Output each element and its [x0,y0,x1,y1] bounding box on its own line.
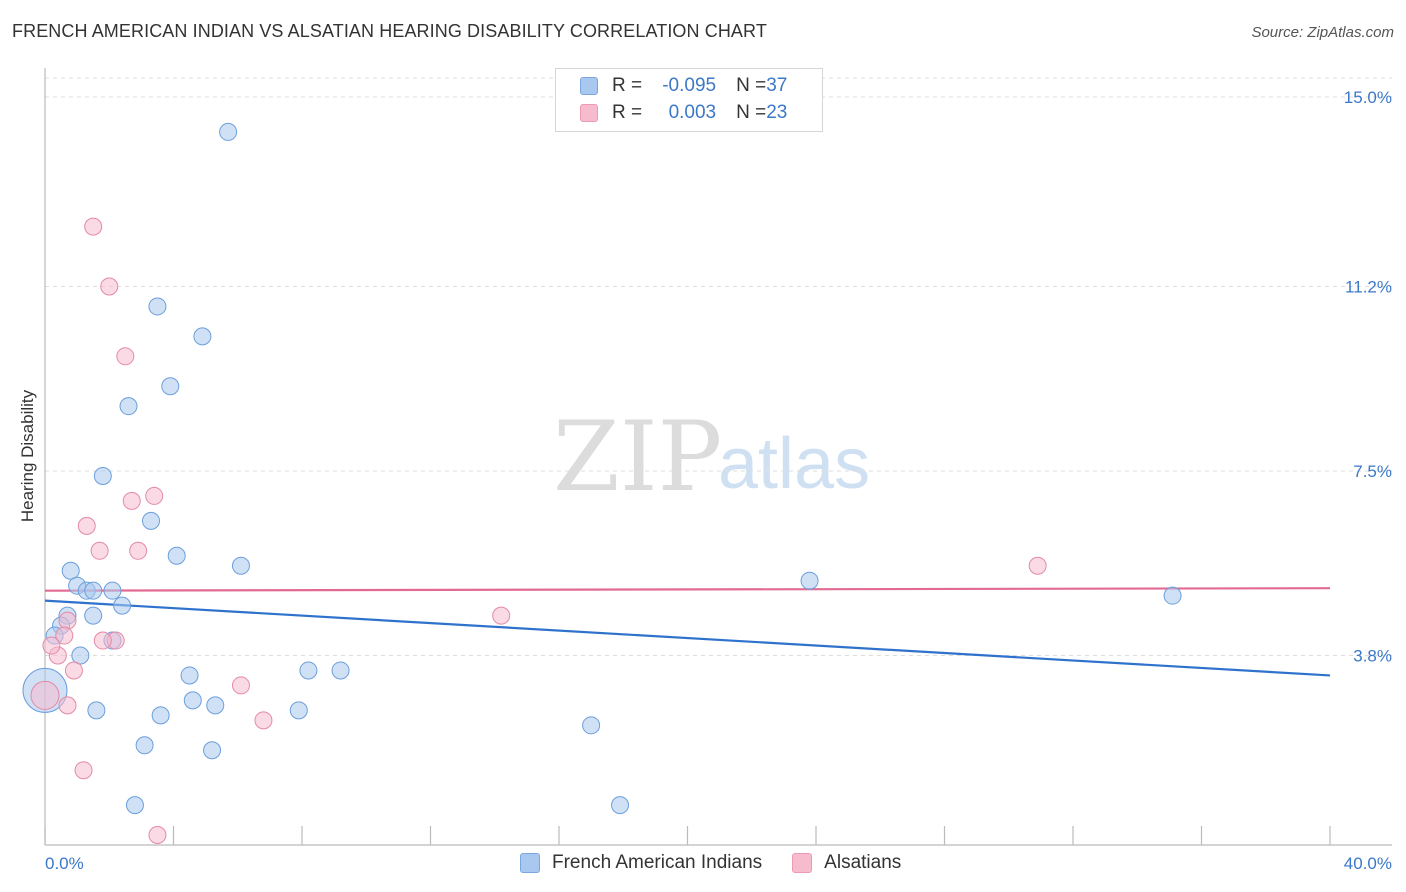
legend-r-value: 0.003 [668,102,717,123]
point-french-american-indian [148,297,167,316]
point-french-american-indian [93,466,112,485]
point-alsatian [93,631,112,650]
point-alsatian [492,606,511,625]
x-tick-label-min: 0.0% [45,854,84,873]
point-alsatian [77,516,96,535]
point-french-american-indian [231,556,250,575]
point-french-american-indian [203,741,222,760]
point-alsatian [42,636,61,655]
point-french-american-indian [84,606,103,625]
point-french-american-indian [61,561,80,580]
legend-swatch-blue [580,77,598,95]
point-alsatian [55,626,74,645]
y-tick-label: 3.8% [1353,647,1392,666]
point-alsatian [30,680,60,710]
point-french-american-indian [206,696,225,715]
point-alsatian [231,676,250,695]
y-tick-label: 11.2% [1345,277,1392,296]
x-tick-label-max: 40.0% [1344,854,1392,873]
point-french-american-indian [84,581,103,600]
point-french-american-indian [125,796,144,815]
legend-r-label: R = [612,102,643,123]
series-swatch-pink [792,853,813,873]
point-french-american-indian [800,571,819,590]
legend-n-value: 23 [766,102,788,123]
point-alsatian [148,826,167,845]
point-french-american-indian [289,701,308,720]
point-french-american-indian [331,661,350,680]
point-alsatian [84,217,103,236]
legend-n-value: 37 [766,75,788,96]
point-french-american-indian [103,581,122,600]
watermark-atlas: atlas [718,424,870,504]
correlation-legend: R = -0.095 N = 37 R = 0.003 N = 23 [555,68,823,132]
point-alsatian [90,541,109,560]
point-alsatian [100,277,119,296]
source-label: Source: ZipAtlas.com [1251,24,1394,41]
series-swatch-blue [520,853,540,873]
point-alsatian [1028,556,1047,575]
point-french-american-indian [142,511,161,530]
series-legend: French American Indians Alsatians [520,852,931,874]
series-legend-item-alsatians[interactable]: Alsatians [792,852,901,874]
legend-r-label: R = [612,75,643,96]
point-alsatian [74,761,93,780]
point-alsatian [254,711,273,730]
point-french-american-indian [87,701,106,720]
point-french-american-indian [180,666,199,685]
legend-n-label: N = [736,102,767,123]
point-alsatian [64,661,83,680]
point-french-american-indian [119,397,138,416]
legend-row-french-american-indians: R = -0.095 N = 37 [580,74,787,98]
watermark-zip: ZIP [553,401,722,513]
point-french-american-indian [219,122,238,141]
legend-r-value: -0.095 [662,75,717,96]
y-tick-label: 7.5% [1353,462,1392,481]
y-tick-label: 15.0% [1344,88,1392,107]
legend-n-label: N = [736,75,767,96]
trend-line-alsatians [44,587,1331,592]
point-french-american-indian [1163,586,1182,605]
point-alsatian [129,541,148,560]
point-french-american-indian [151,706,170,725]
point-alsatian [122,491,141,510]
series-legend-label: French American Indians [552,852,763,873]
point-alsatian [58,696,77,715]
point-french-american-indian [135,736,154,755]
trend-line-french-american-indians [44,599,1331,677]
point-french-american-indian [299,661,318,680]
point-french-american-indian [183,691,202,710]
point-french-american-indian [167,546,186,565]
point-french-american-indian [611,796,630,815]
series-legend-label: Alsatians [824,852,902,873]
point-french-american-indian [71,646,90,665]
chart-title: FRENCH AMERICAN INDIAN VS ALSATIAN HEARI… [12,21,767,41]
point-french-american-indian [582,716,601,735]
legend-row-alsatians: R = 0.003 N = 23 [580,101,787,125]
point-french-american-indian [193,327,212,346]
legend-swatch-pink [580,104,598,122]
series-legend-item-french-american-indians[interactable]: French American Indians [520,852,762,874]
point-french-american-indian [113,596,132,615]
point-french-american-indian [161,377,180,396]
point-alsatian [58,611,77,630]
point-alsatian [116,347,135,366]
point-alsatian [145,486,164,505]
